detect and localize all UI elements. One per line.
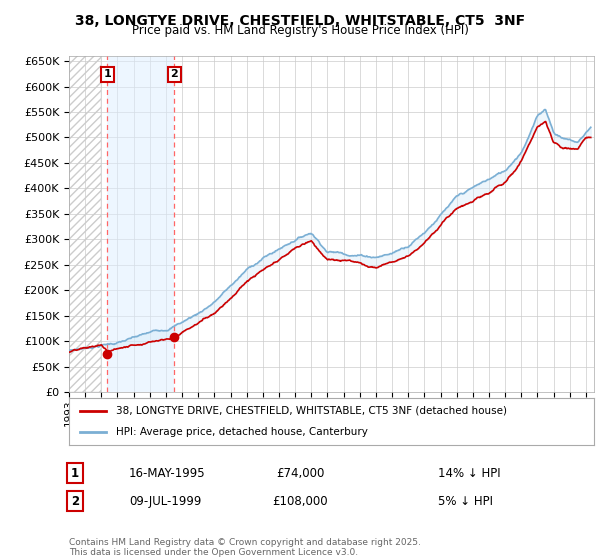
Text: 38, LONGTYE DRIVE, CHESTFIELD, WHITSTABLE, CT5  3NF: 38, LONGTYE DRIVE, CHESTFIELD, WHITSTABL… bbox=[75, 14, 525, 28]
Text: £108,000: £108,000 bbox=[272, 494, 328, 508]
Text: 09-JUL-1999: 09-JUL-1999 bbox=[129, 494, 202, 508]
Bar bbox=[69, 56, 101, 392]
Text: 2: 2 bbox=[71, 494, 79, 508]
Text: HPI: Average price, detached house, Canterbury: HPI: Average price, detached house, Cant… bbox=[116, 427, 368, 437]
Text: 2: 2 bbox=[170, 69, 178, 80]
Text: 16-MAY-1995: 16-MAY-1995 bbox=[129, 466, 206, 480]
Bar bbox=[107, 56, 175, 392]
Text: Price paid vs. HM Land Registry's House Price Index (HPI): Price paid vs. HM Land Registry's House … bbox=[131, 24, 469, 37]
Text: £74,000: £74,000 bbox=[276, 466, 324, 480]
Text: 1: 1 bbox=[103, 69, 111, 80]
Text: Contains HM Land Registry data © Crown copyright and database right 2025.
This d: Contains HM Land Registry data © Crown c… bbox=[69, 538, 421, 557]
Text: 14% ↓ HPI: 14% ↓ HPI bbox=[438, 466, 500, 480]
Text: 38, LONGTYE DRIVE, CHESTFIELD, WHITSTABLE, CT5 3NF (detached house): 38, LONGTYE DRIVE, CHESTFIELD, WHITSTABL… bbox=[116, 406, 507, 416]
Text: 1: 1 bbox=[71, 466, 79, 480]
Text: 5% ↓ HPI: 5% ↓ HPI bbox=[438, 494, 493, 508]
